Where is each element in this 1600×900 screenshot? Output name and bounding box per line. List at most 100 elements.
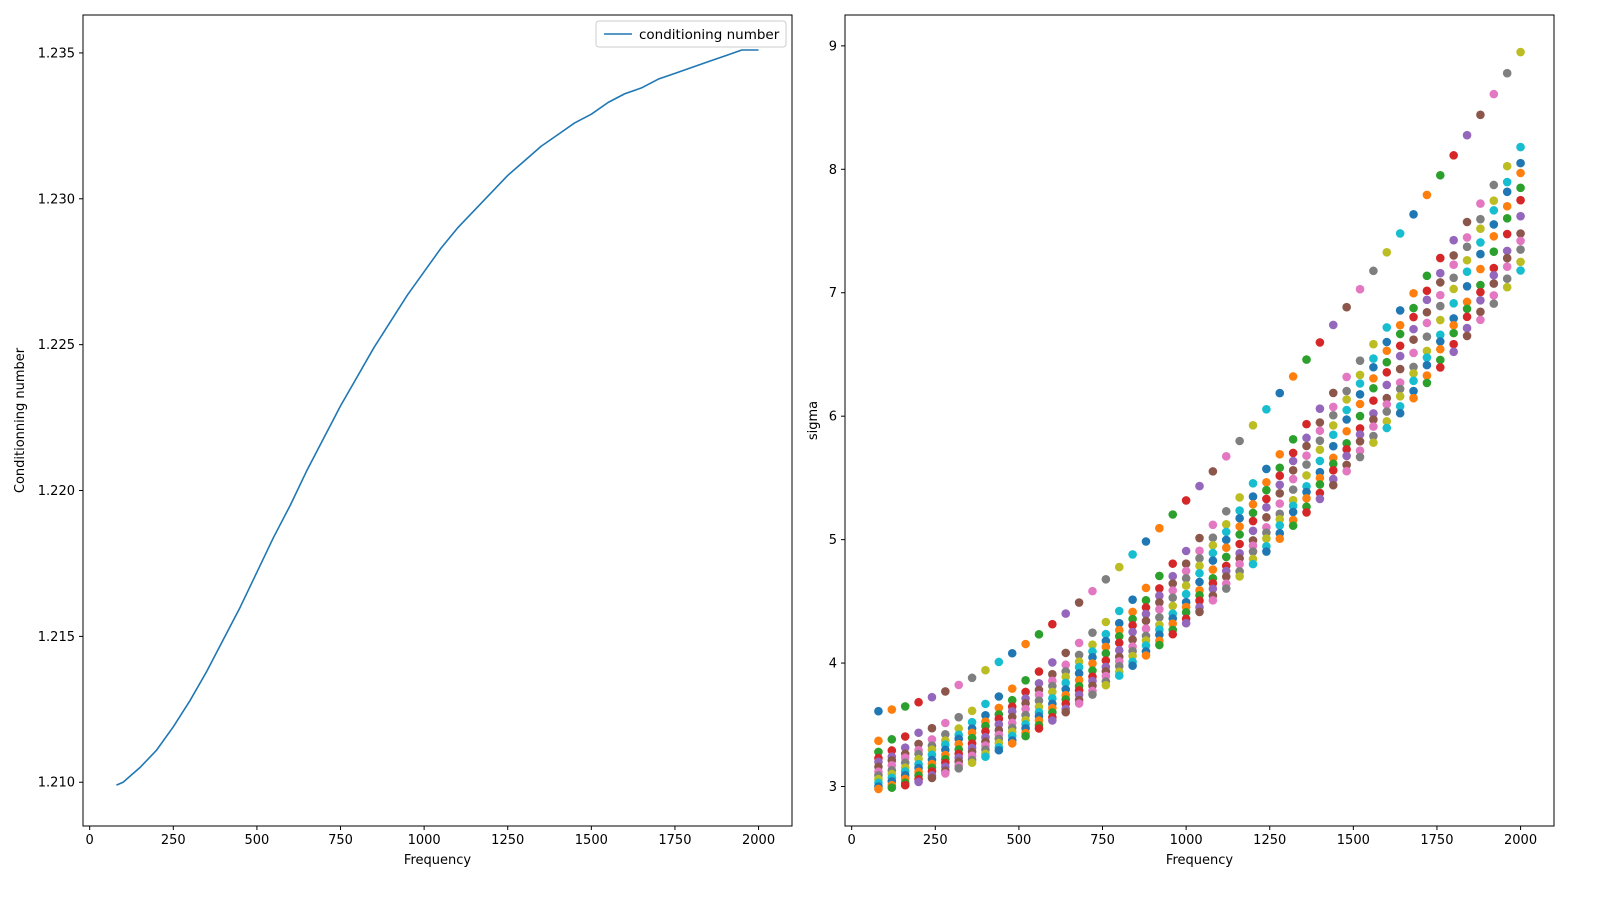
sigma-point bbox=[1342, 451, 1351, 461]
sigma-point bbox=[1328, 320, 1338, 330]
sigma-point bbox=[1181, 546, 1191, 556]
sigma-point bbox=[1101, 629, 1111, 639]
sigma-point bbox=[1516, 245, 1525, 254]
sigma-point bbox=[1315, 404, 1325, 413]
sigma-point bbox=[1021, 676, 1030, 685]
sigma-point bbox=[1355, 437, 1365, 446]
sigma-point bbox=[1074, 675, 1084, 685]
sigma-point bbox=[1101, 574, 1111, 584]
x-tick-label: 2000 bbox=[1504, 833, 1537, 848]
sigma-point bbox=[1288, 456, 1298, 466]
sigma-point bbox=[1221, 584, 1231, 593]
x-tick-label: 1000 bbox=[1170, 833, 1203, 848]
sigma-point bbox=[1422, 307, 1432, 317]
sigma-point bbox=[1489, 299, 1499, 308]
sigma-point bbox=[1034, 630, 1044, 639]
sigma-point bbox=[1007, 695, 1017, 705]
sigma-point bbox=[1288, 435, 1298, 444]
x-tick-label: 500 bbox=[1006, 833, 1031, 848]
sigma-point bbox=[1489, 196, 1499, 206]
sigma-point bbox=[1168, 629, 1178, 639]
sigma-point bbox=[1034, 724, 1044, 733]
sigma-point bbox=[1395, 364, 1405, 374]
sigma-point bbox=[1355, 430, 1365, 439]
sigma-point bbox=[1195, 568, 1204, 578]
sigma-point bbox=[914, 697, 923, 707]
sigma-point bbox=[1449, 284, 1458, 294]
sigma-point bbox=[1422, 318, 1432, 328]
sigma-point bbox=[1409, 288, 1418, 298]
right-x-axis-label: Frequency bbox=[1166, 853, 1233, 868]
sigma-point bbox=[1248, 500, 1258, 509]
sigma-point bbox=[1489, 220, 1499, 229]
sigma-point bbox=[1262, 547, 1271, 556]
sigma-point bbox=[1369, 266, 1378, 276]
sigma-point bbox=[1476, 315, 1485, 325]
sigma-point bbox=[1516, 257, 1525, 267]
sigma-point bbox=[1355, 411, 1365, 421]
sigma-point bbox=[1141, 651, 1151, 660]
sigma-point bbox=[1275, 521, 1285, 530]
sigma-point bbox=[887, 783, 897, 792]
sigma-point bbox=[1235, 513, 1244, 523]
x-tick-label: 2000 bbox=[742, 833, 775, 848]
sigma-point bbox=[1462, 297, 1472, 307]
sigma-point bbox=[1355, 356, 1365, 365]
sigma-point bbox=[1422, 360, 1432, 370]
sigma-point bbox=[1342, 466, 1351, 476]
sigma-point bbox=[1382, 323, 1392, 332]
sigma-point bbox=[1088, 666, 1097, 675]
sigma-point bbox=[1181, 589, 1191, 599]
sigma-point bbox=[1328, 410, 1338, 420]
sigma-point bbox=[1395, 378, 1405, 387]
sigma-point bbox=[1275, 489, 1285, 498]
sigma-point bbox=[1328, 466, 1338, 475]
sigma-point bbox=[1262, 464, 1271, 474]
sigma-point bbox=[1048, 687, 1057, 697]
sigma-point bbox=[1369, 354, 1378, 363]
sigma-point bbox=[1516, 158, 1525, 168]
sigma-point bbox=[1181, 496, 1191, 505]
sigma-point bbox=[927, 723, 937, 733]
sigma-point bbox=[1088, 586, 1097, 596]
sigma-point bbox=[1088, 628, 1097, 637]
sigma-point bbox=[1181, 559, 1191, 568]
sigma-point bbox=[941, 687, 950, 696]
sigma-point bbox=[1288, 507, 1298, 517]
sigma-point bbox=[1195, 607, 1204, 617]
sigma-point bbox=[1288, 521, 1298, 530]
sigma-point bbox=[1114, 671, 1124, 680]
sigma-point bbox=[1476, 110, 1485, 120]
sigma-point bbox=[1288, 501, 1298, 511]
right-plot-frame bbox=[844, 14, 1555, 827]
sigma-point bbox=[874, 736, 883, 746]
sigma-point bbox=[1128, 661, 1137, 670]
sigma-point bbox=[1328, 421, 1338, 430]
conditioning-number-line-layer bbox=[116, 49, 759, 786]
sigma-point bbox=[1101, 680, 1111, 690]
sigma-point bbox=[1395, 306, 1405, 315]
sigma-point bbox=[1395, 320, 1405, 330]
sigma-point bbox=[1248, 526, 1258, 536]
sigma-point bbox=[1355, 390, 1365, 399]
x-tick-label: 750 bbox=[328, 833, 353, 848]
sigma-point bbox=[1101, 642, 1111, 652]
sigma-point bbox=[1516, 236, 1525, 246]
sigma-point bbox=[1128, 627, 1137, 637]
sigma-point bbox=[967, 758, 977, 768]
y-tick-label: 1.215 bbox=[38, 630, 75, 645]
sigma-point bbox=[1315, 494, 1325, 504]
sigma-point bbox=[1235, 522, 1244, 531]
sigma-point bbox=[1208, 520, 1218, 530]
sigma-point bbox=[1275, 480, 1285, 490]
y-tick-label: 5 bbox=[829, 533, 837, 548]
sigma-point bbox=[1369, 415, 1378, 424]
sigma-point bbox=[1449, 320, 1458, 330]
sigma-point bbox=[1181, 566, 1191, 576]
sigma-point bbox=[1235, 530, 1244, 539]
sigma-point bbox=[1315, 436, 1325, 445]
sigma-point bbox=[1382, 423, 1392, 433]
sigma-point bbox=[1355, 399, 1365, 409]
sigma-point bbox=[1061, 707, 1071, 717]
